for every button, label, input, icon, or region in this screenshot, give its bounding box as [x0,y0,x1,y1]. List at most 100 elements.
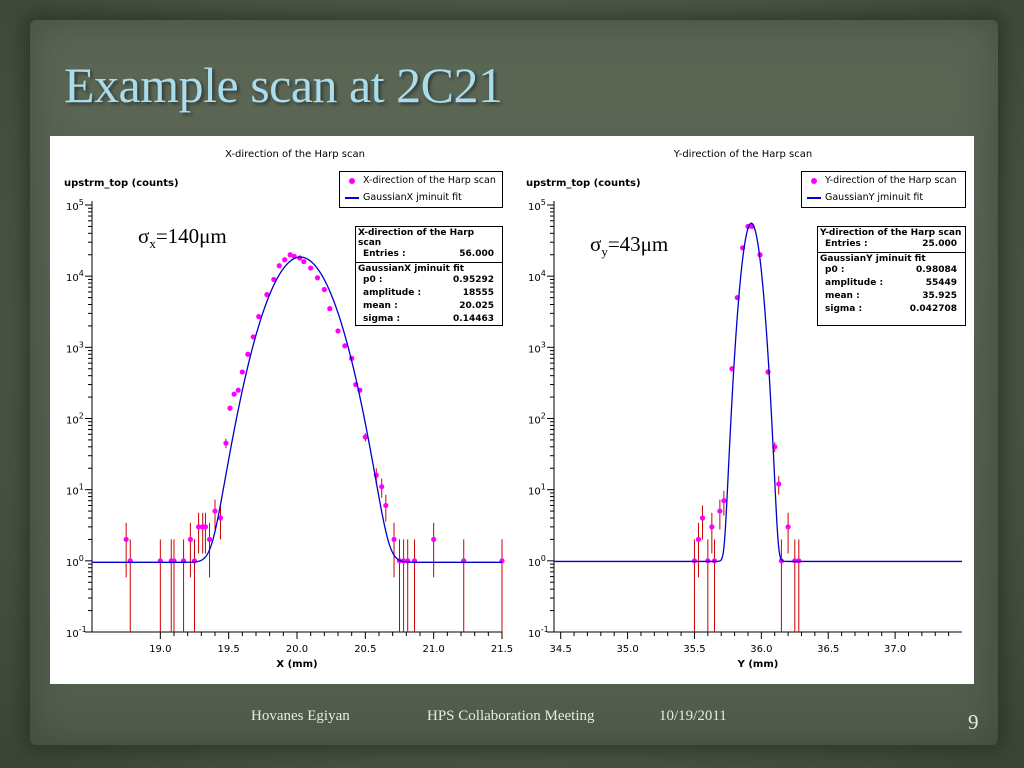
stats-box-right: Y-direction of the Harp scan Entries :25… [817,226,966,326]
data-point-x [335,328,341,334]
legend-right: Y-direction of the Harp scan GaussianY j… [801,171,966,208]
stats-left-sigma: sigma :0.14463 [363,314,494,324]
y-tick-label-y: 105 [528,198,546,213]
x-axis-label-x: X (mm) [276,659,317,670]
data-point-x [212,508,218,514]
data-point-y [699,515,706,521]
data-point-x [123,536,129,543]
sigma-y-annotation: σy=43μm [590,232,669,260]
data-point-x [431,536,437,543]
data-point-y [778,558,785,564]
data-point-x [301,259,307,265]
x-tick-label-x: 21.5 [491,644,513,655]
blue-line-icon [807,196,821,199]
y-tick-label-x: 100 [66,554,84,569]
plot-title-y: Y-direction of the Harp scan [673,149,812,160]
y-axis-label-y: upstrm_top (counts) [526,178,641,189]
data-point-y [709,524,715,530]
harp-scan-figure: X-direction of the Harp scan upstrm_top (… [50,136,974,684]
data-point-y [765,369,771,375]
data-point-x [383,502,389,509]
plot-title-x: X-direction of the Harp scan [225,149,365,160]
y-tick-label-y: 100 [528,554,546,569]
stats-left-fit-title: GaussianX jminuit fit [358,264,465,274]
y-tick-label-y: 101 [528,483,546,498]
data-point-x [327,306,333,312]
footer-meeting: HPS Collaboration Meeting [427,708,595,724]
y-tick-label-y: 104 [528,269,546,284]
stats-right-hist-title: Y-direction of the Harp scan [820,228,962,238]
data-point-y [721,498,727,504]
footer-author: Hovanes Egiyan [251,708,350,724]
stats-left-mean: mean :20.025 [363,301,494,311]
x-tick-label-y: 35.0 [616,644,638,655]
stats-right-sigma: sigma :0.042708 [825,304,957,314]
x-tick-label-x: 20.5 [354,644,376,655]
y-tick-label-y: 10-1 [528,625,549,640]
legend-left-fit: GaussianX jminuit fit [340,189,502,206]
y-tick-label-x: 10-1 [66,625,87,640]
data-point-x [282,257,288,263]
data-point-x [321,286,327,293]
stats-left-amplitude: amplitude :18555 [363,288,494,298]
stats-left-entries: Entries :56.000 [363,249,494,259]
data-point-x [187,536,193,543]
data-point-x [362,434,368,440]
magenta-dot-icon [811,177,817,184]
data-point-y [785,524,791,530]
data-point-x [308,265,314,271]
x-tick-label-y: 36.0 [750,644,772,655]
data-point-x [391,536,397,543]
data-point-x [206,536,213,543]
y-tick-label-y: 102 [528,412,546,427]
stats-right-mean: mean :35.925 [825,291,957,301]
x-tick-label-x: 19.0 [149,644,171,655]
data-point-x [227,405,233,411]
harp-scan-plots: X-direction of the Harp scan upstrm_top (… [64,149,962,670]
legend-left: X-direction of the Harp scan GaussianX j… [339,171,503,208]
slide-title: Example scan at 2C21 [64,57,503,113]
data-point-x [287,252,293,258]
legend-right-points: Y-direction of the Harp scan [802,172,965,189]
y-axis-label-x: upstrm_top (counts) [64,178,179,189]
x-tick-label-y: 34.5 [550,644,572,655]
data-point-x [239,369,245,375]
stats-box-left: X-direction of the Harp scan Entries :56… [355,226,503,326]
fit-curve-x [92,256,502,563]
stats-right-p0: p0 :0.98084 [825,265,957,275]
y-tick-label-x: 102 [66,412,84,427]
x-tick-label-x: 19.5 [218,644,240,655]
y-tick-label-y: 103 [528,340,546,355]
x-tick-label-x: 20.0 [286,644,308,655]
stats-left-p0: p0 :0.95292 [363,275,494,285]
y-tick-label-x: 101 [66,483,84,498]
footer-date: 10/19/2011 [659,708,727,724]
x-tick-label-y: 36.5 [817,644,839,655]
data-point-y [695,536,702,543]
data-point-x [314,275,321,281]
data-point-x [271,276,277,283]
data-point-x [276,263,282,269]
data-point-x [202,524,209,530]
data-point-x [196,524,202,530]
x-tick-label-y: 37.0 [884,644,906,655]
legend-left-points: X-direction of the Harp scan [340,172,502,189]
data-point-y [776,481,782,487]
data-point-x [297,255,303,261]
data-point-x [342,343,348,349]
data-point-x [245,351,251,357]
data-point-x [223,440,229,446]
blue-line-icon [345,196,359,199]
stats-right-entries: Entries :25.000 [825,239,957,249]
y-tick-label-x: 104 [66,269,84,284]
x-axis-label-y: Y (mm) [737,659,779,670]
stats-right-amplitude: amplitude :55449 [825,278,957,288]
data-point-x [235,387,241,393]
data-point-y [717,508,723,514]
data-point-x [231,391,237,397]
sigma-x-annotation: σx=140μm [138,224,227,252]
x-tick-label-x: 21.0 [423,644,445,655]
legend-right-fit: GaussianY jminuit fit [802,189,965,206]
data-point-x [217,515,224,521]
y-tick-label-x: 105 [66,198,84,213]
